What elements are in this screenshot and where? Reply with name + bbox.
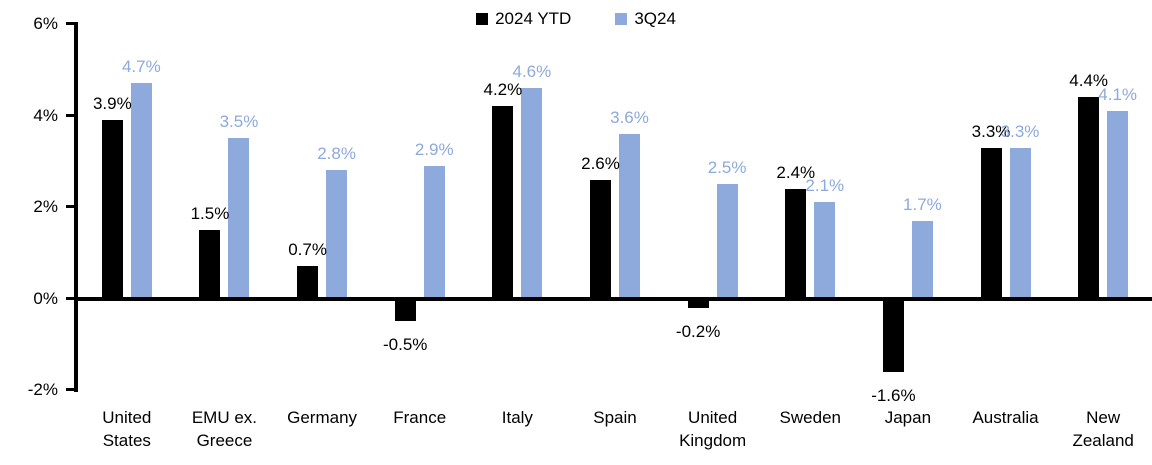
bar-value-label: 1.5% bbox=[190, 203, 230, 223]
bar-value-label: 2.8% bbox=[317, 144, 356, 164]
bar-2024-ytd bbox=[785, 188, 807, 299]
bar-2024-ytd bbox=[590, 179, 611, 299]
legend: 2024 YTD 3Q24 bbox=[0, 8, 1152, 30]
bar-value-label: 1.7% bbox=[903, 194, 942, 214]
bar-value-label: 0.7% bbox=[288, 240, 327, 260]
zero-axis-line bbox=[74, 296, 1152, 301]
bar-value-label: 4.2% bbox=[483, 80, 523, 100]
bar-2024-ytd bbox=[1078, 97, 1100, 299]
bar-3q24 bbox=[1009, 147, 1031, 299]
category-label: United Kingdom bbox=[679, 408, 747, 450]
y-axis-tick-label: -2% bbox=[27, 380, 58, 399]
y-axis-tick bbox=[66, 296, 74, 300]
bar-value-label: 4.4% bbox=[1069, 71, 1109, 91]
bar-value-label: 2.9% bbox=[414, 139, 454, 159]
bar-value-label: 3.3% bbox=[971, 121, 1011, 141]
bar-3q24 bbox=[326, 170, 348, 299]
legend-item-2024-ytd: 2024 YTD bbox=[476, 8, 571, 30]
legend-label-2024-ytd: 2024 YTD bbox=[495, 9, 572, 28]
bar-value-label: 4.7% bbox=[121, 57, 161, 77]
category-label: Italy bbox=[501, 408, 533, 427]
legend-swatch-2024-ytd bbox=[476, 13, 489, 25]
y-axis-tick-label: 2% bbox=[33, 197, 58, 216]
bar-2024-ytd bbox=[199, 229, 221, 299]
category-label: Spain bbox=[593, 408, 637, 427]
category-label: Australia bbox=[972, 408, 1039, 427]
bar-3q24 bbox=[130, 83, 152, 299]
bar-value-label: 2.6% bbox=[581, 153, 620, 173]
y-axis-spine bbox=[74, 22, 78, 392]
category-label: Germany bbox=[287, 408, 358, 427]
bar-2024-ytd bbox=[687, 298, 709, 308]
category-label: Japan bbox=[884, 408, 932, 427]
category-label: Sweden bbox=[779, 408, 841, 427]
bar-value-label: 4.6% bbox=[512, 62, 552, 82]
bar-value-label: -1.6% bbox=[871, 385, 916, 405]
legend-label-3q24: 3Q24 bbox=[634, 9, 676, 28]
y-axis-tick bbox=[66, 205, 74, 208]
y-axis-tick bbox=[66, 113, 74, 117]
bar-2024-ytd bbox=[101, 120, 123, 299]
bar-value-label: 2.1% bbox=[805, 176, 845, 196]
bar-3q24 bbox=[619, 133, 640, 299]
category-label: EMU ex. Greece bbox=[191, 408, 258, 450]
bar-value-label: 4.1% bbox=[1098, 84, 1138, 104]
legend-item-3q24: 3Q24 bbox=[615, 8, 676, 30]
y-axis-tick-label: 0% bbox=[33, 288, 58, 308]
bar-value-label: 2.5% bbox=[707, 158, 747, 178]
category-label: France bbox=[393, 408, 447, 427]
bar-3q24 bbox=[423, 165, 445, 299]
bar-2024-ytd bbox=[980, 147, 1002, 299]
y-axis-tick bbox=[66, 388, 74, 391]
y-axis-tick-label: 4% bbox=[33, 105, 58, 125]
bar-2024-ytd bbox=[882, 298, 904, 372]
category-label: New Zealand bbox=[1072, 408, 1134, 450]
y-axis-tick bbox=[66, 22, 74, 25]
bar-value-label: 3.5% bbox=[219, 112, 259, 132]
bar-value-label: 3.6% bbox=[610, 107, 649, 127]
bar-value-label: 3.3% bbox=[1000, 121, 1040, 141]
bar-3q24 bbox=[521, 88, 543, 299]
bar-value-label: -0.2% bbox=[675, 321, 721, 341]
y-axis-tick-label: 6% bbox=[33, 14, 58, 33]
bar-3q24 bbox=[911, 220, 933, 299]
bar-3q24 bbox=[716, 184, 738, 299]
bar-2024-ytd bbox=[297, 266, 319, 299]
bar-3q24 bbox=[228, 138, 250, 299]
bar-3q24 bbox=[1107, 110, 1129, 299]
bar-2024-ytd bbox=[394, 298, 416, 322]
bar-value-label: 2.4% bbox=[776, 162, 816, 182]
bar-2024-ytd bbox=[492, 106, 514, 299]
bar-3q24 bbox=[814, 202, 836, 299]
bar-value-label: 3.9% bbox=[92, 94, 132, 114]
legend-swatch-3q24 bbox=[615, 13, 628, 25]
category-label: United States bbox=[102, 408, 152, 450]
bar-value-label: -0.5% bbox=[383, 335, 428, 355]
